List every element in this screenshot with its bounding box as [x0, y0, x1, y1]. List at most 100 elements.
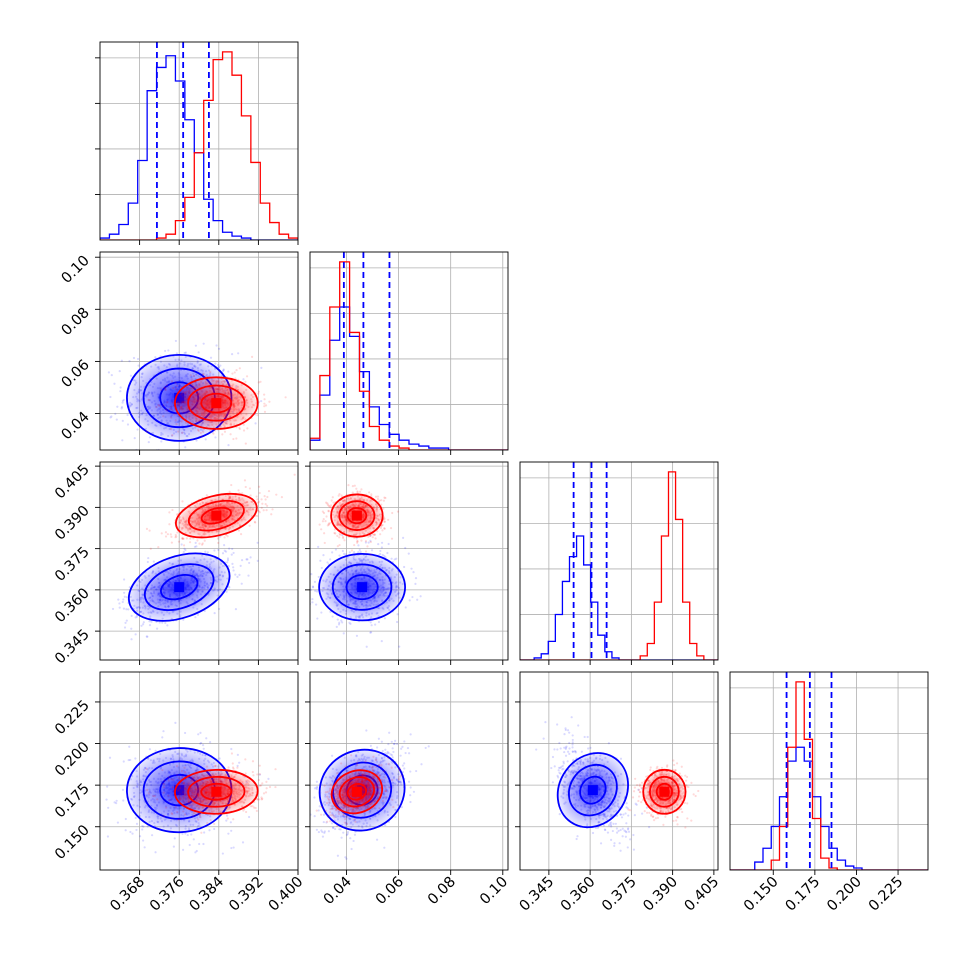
scatter-point — [344, 553, 347, 556]
scatter-point — [113, 382, 116, 385]
scatter-point — [356, 540, 359, 543]
scatter-point — [301, 583, 303, 585]
scatter-point — [305, 604, 307, 606]
scatter-point — [265, 508, 268, 512]
scatter-point — [284, 396, 287, 399]
scatter-point — [223, 430, 227, 433]
scatter-point — [164, 408, 168, 411]
scatter-point — [231, 547, 234, 551]
scatter-point — [244, 485, 247, 489]
scatter-point — [172, 845, 175, 848]
scatter-point — [174, 805, 177, 808]
scatter-point — [256, 414, 259, 417]
scatter-point — [383, 496, 386, 499]
scatter-point — [197, 733, 200, 736]
scatter-point — [299, 572, 301, 574]
scatter-point — [221, 433, 224, 436]
scatter-point — [146, 825, 149, 828]
scatter-point — [209, 370, 212, 374]
scatter-point — [383, 617, 387, 620]
scatter-point — [177, 777, 181, 780]
scatter-point — [121, 439, 124, 442]
scatter-point — [327, 510, 330, 513]
scatter-point — [145, 430, 148, 433]
scatter-point — [373, 533, 377, 536]
scatter-point — [115, 799, 118, 802]
scatter-point — [195, 439, 198, 442]
scatter-point — [180, 420, 183, 423]
scatter-point — [164, 531, 168, 534]
scatter-point — [235, 437, 238, 440]
scatter-point — [142, 839, 145, 842]
scatter-point — [208, 829, 211, 832]
scatter-point — [166, 624, 169, 627]
scatter-point — [164, 388, 167, 391]
scatter-point — [270, 513, 273, 516]
scatter-point — [201, 744, 205, 747]
scatter-point — [197, 351, 200, 354]
scatter-point — [160, 440, 163, 443]
scatter-point — [370, 493, 373, 496]
scatter-point — [286, 602, 288, 604]
scatter-point — [171, 401, 175, 404]
scatter-point — [317, 575, 320, 579]
scatter-point — [120, 359, 123, 362]
scatter-point — [261, 502, 264, 505]
scatter-point — [174, 533, 177, 537]
scatter-point — [233, 371, 236, 374]
scatter-point — [369, 553, 372, 556]
histogram-series-0 — [520, 535, 718, 660]
scatter-point — [329, 610, 332, 613]
scatter-point — [199, 731, 202, 735]
peak-marker-1 — [211, 398, 222, 409]
scatter-point — [213, 549, 216, 552]
scatter-point — [146, 560, 149, 564]
scatter-point — [327, 504, 330, 507]
scatter-point — [230, 483, 233, 487]
scatter-point — [111, 607, 115, 611]
scatter-point — [123, 626, 127, 629]
scatter-point — [225, 819, 228, 822]
scatter-point — [238, 426, 241, 429]
scatter-point — [260, 506, 263, 509]
scatter-point — [127, 608, 130, 611]
scatter-point — [383, 520, 386, 523]
scatter-panel-a-b: 0.040.060.080.10 — [59, 251, 299, 455]
scatter-point — [194, 616, 197, 619]
scatter-point — [382, 499, 386, 502]
scatter-point — [161, 621, 164, 624]
scatter-point — [132, 356, 136, 360]
scatter-point — [227, 370, 230, 373]
scatter-point — [348, 551, 351, 554]
scatter-point — [109, 395, 112, 399]
scatter-point — [158, 404, 161, 408]
scatter-point — [169, 533, 172, 536]
scatter-point — [115, 418, 118, 421]
scatter-point — [193, 545, 197, 548]
scatter-point — [202, 372, 205, 375]
scatter-point — [340, 533, 344, 537]
scatter-point — [231, 372, 234, 375]
scatter-point — [121, 401, 124, 404]
scatter-point — [414, 576, 418, 580]
scatter-point — [200, 741, 203, 745]
scatter-point — [338, 621, 341, 624]
scatter-point — [147, 398, 150, 401]
scatter-point — [244, 442, 247, 445]
scatter-point — [148, 620, 151, 623]
scatter-point — [107, 371, 111, 374]
scatter-point — [395, 557, 398, 560]
peak-marker-0 — [357, 582, 368, 593]
scatter-point — [226, 561, 229, 564]
scatter-point — [162, 415, 165, 418]
scatter-point — [141, 623, 145, 626]
scatter-point — [254, 422, 257, 425]
scatter-point — [263, 398, 266, 401]
scatter-point — [320, 566, 323, 570]
scatter-point — [181, 775, 184, 778]
scatter-point — [329, 504, 333, 507]
scatter-point — [174, 536, 177, 539]
scatter-point — [237, 489, 240, 492]
scatter-point — [307, 531, 309, 533]
scatter-point — [240, 582, 243, 585]
